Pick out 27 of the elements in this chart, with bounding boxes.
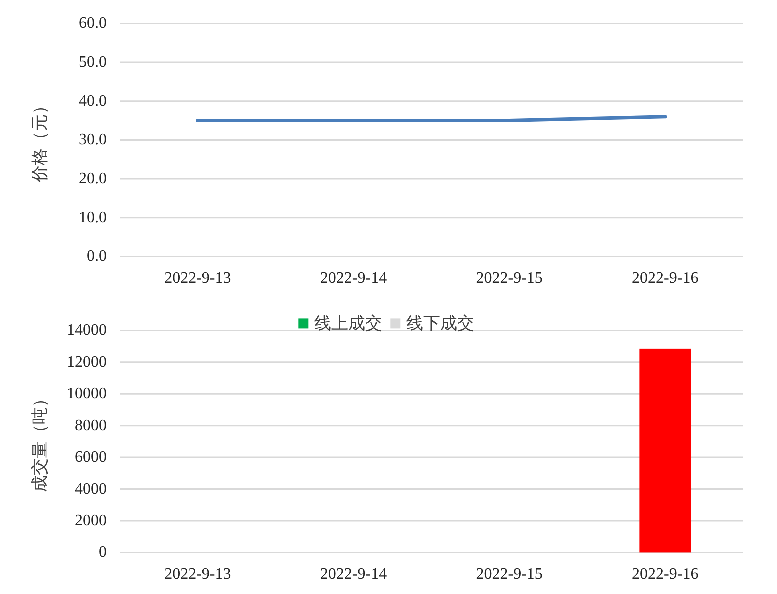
y-tick-label: 20.0 [79, 170, 107, 188]
y-axis-title: 价格（元） [30, 98, 50, 184]
y-tick-label: 40.0 [79, 92, 107, 110]
x-tick-label: 2022-9-15 [476, 566, 543, 584]
y-tick-label: 4000 [75, 480, 107, 498]
x-tick-label: 2022-9-14 [320, 566, 388, 584]
x-tick-label: 2022-9-16 [632, 566, 699, 584]
y-tick-label: 6000 [75, 449, 107, 466]
y-axis-title: 成交量（吨） [30, 390, 50, 493]
y-tick-label: 50.0 [79, 54, 107, 72]
y-tick-label: 10000 [67, 386, 107, 403]
y-tick-label: 60.0 [79, 15, 107, 32]
x-tick-label: 2022-9-16 [632, 270, 699, 288]
x-tick-label: 2022-9-15 [476, 270, 543, 288]
y-tick-label: 14000 [67, 322, 107, 340]
y-tick-label: 30.0 [79, 132, 107, 149]
y-tick-label: 10.0 [79, 209, 107, 226]
legend-label: 线下成交 [406, 314, 475, 334]
y-tick-label: 12000 [67, 354, 107, 371]
x-tick-label: 2022-9-13 [164, 566, 232, 584]
x-tick-label: 2022-9-13 [164, 270, 232, 288]
y-tick-label: 8000 [75, 417, 107, 434]
y-tick-label: 2000 [75, 512, 107, 530]
legend-label: 线上成交 [314, 314, 383, 334]
x-tick-label: 2022-9-14 [320, 270, 388, 288]
y-tick-label: 0.0 [87, 248, 107, 266]
y-tick-label: 0 [99, 544, 107, 562]
